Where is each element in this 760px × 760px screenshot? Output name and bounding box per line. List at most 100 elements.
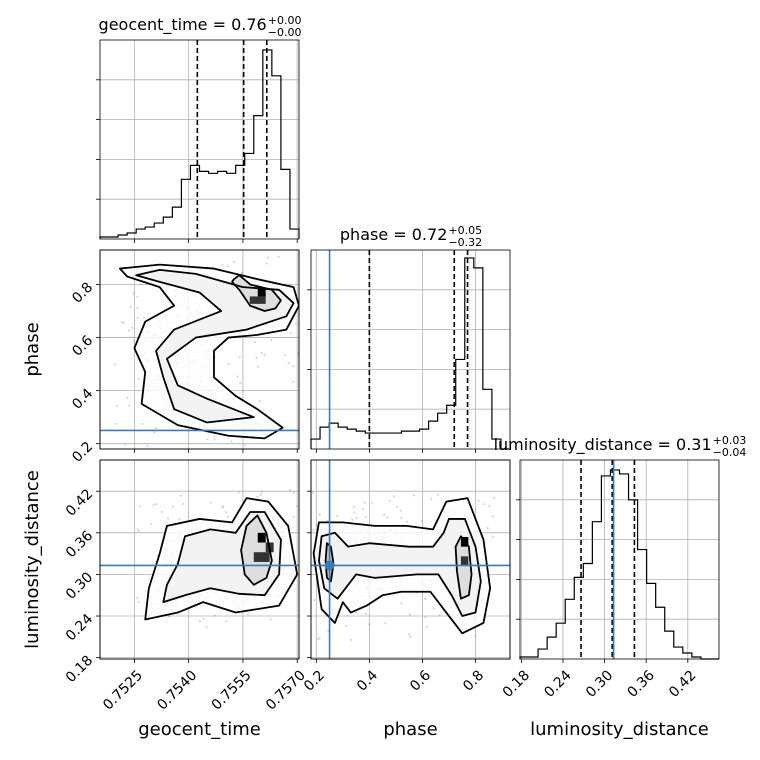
2d-geocent_time_luminosity_distance-content: [100, 489, 306, 629]
2d-phase_luminosity_distance-sample: [318, 513, 321, 516]
2d-phase_luminosity_distance-sample: [426, 625, 429, 628]
hist-panel-luminosity_distance: luminosity_distance = 0.31 +0.03−0.04: [494, 434, 747, 663]
2d-geocent_time_phase-sample: [132, 292, 135, 295]
2d-phase_luminosity_distance-sample: [424, 616, 427, 619]
2d-geocent_time_phase-contour-86%: [135, 269, 295, 424]
2d-phase_luminosity_distance-sample: [336, 514, 339, 518]
2d-phase_luminosity_distance-sample: [311, 491, 315, 495]
2d-geocent_time_phase-sample: [146, 444, 149, 447]
2d-geocent_time_phase-sample: [240, 272, 244, 275]
xtick-label-luminosity_distance-0: 0.18: [500, 667, 533, 700]
2d-phase_luminosity_distance-sample: [438, 614, 441, 617]
2d-geocent_time_phase-sample: [238, 355, 241, 358]
2d-geocent_time_phase-sample: [289, 332, 292, 335]
2d-geocent_time_phase-sample: [213, 438, 216, 441]
2d-phase_luminosity_distance-sample: [409, 635, 412, 638]
2d-geocent_time_phase-content: [100, 255, 302, 447]
2d-geocent_time_phase-sample: [115, 404, 119, 407]
2d-geocent_time_phase-sample: [122, 321, 125, 324]
2d-geocent_time_phase-sample: [258, 400, 261, 403]
title-geocent_time: geocent_time = 0.76 +0.00−0.00: [99, 14, 302, 39]
2d-geocent_time_luminosity_distance-sample: [213, 614, 216, 617]
2d-geocent_time_luminosity_distance-contour-39%: [240, 514, 273, 586]
2d-geocent_time_phase-sample: [242, 389, 245, 392]
2d-phase_luminosity_distance-fill-39%b: [455, 536, 472, 599]
2d-phase_luminosity_distance-sample: [305, 626, 307, 628]
2d-geocent_time_phase-sample: [136, 306, 139, 309]
ylabel-luminosity_distance: luminosity_distance: [22, 470, 43, 649]
ytick-label-luminosity_distance-0: 0.18: [63, 653, 96, 686]
2d-phase_luminosity_distance-sample: [400, 516, 403, 519]
2d-phase_luminosity_distance-contour-86%: [318, 518, 482, 617]
2d-panel-geocent_time_luminosity_distance: [96, 459, 306, 663]
hist-luminosity_distance-frame: [519, 459, 720, 660]
2d-phase_luminosity_distance-sample: [312, 528, 315, 532]
2d-geocent_time_phase-sample: [114, 422, 117, 425]
2d-geocent_time_luminosity_distance-sample: [222, 506, 225, 509]
2d-geocent_time_luminosity_distance-sample: [295, 505, 298, 508]
2d-geocent_time_luminosity_distance-sample: [167, 517, 170, 520]
hist-geocent_time-steps: [99, 49, 300, 239]
ylabel-phase: phase: [22, 322, 43, 376]
title-phase-sup: +0.05: [448, 224, 482, 237]
2d-geocent_time_luminosity_distance-sample: [160, 510, 163, 513]
hist-panel-phase: phase = 0.72 +0.05−0.32: [307, 224, 511, 453]
2d-phase_luminosity_distance-sample: [392, 495, 396, 498]
title-phase: phase = 0.72 +0.05−0.32: [340, 224, 482, 249]
hist-phase-steps: [310, 257, 510, 450]
title-luminosity_distance-sup: +0.03: [713, 434, 747, 447]
2d-phase_luminosity_distance-sample: [486, 527, 489, 530]
2d-geocent_time_phase-sample: [114, 363, 117, 366]
2d-geocent_time_phase-sample: [289, 283, 292, 286]
2d-geocent_time_phase-sample: [260, 352, 263, 355]
2d-panel-geocent_time_phase: [96, 249, 302, 453]
2d-geocent_time_luminosity_distance-sample: [152, 503, 155, 506]
title-phase-main: phase = 0.72: [340, 225, 447, 244]
2d-phase_luminosity_distance-sample: [477, 499, 480, 502]
2d-geocent_time_phase-sample: [263, 354, 266, 357]
2d-geocent_time_phase-sample: [129, 305, 132, 308]
2d-phase_luminosity_distance-sample: [349, 638, 353, 641]
2d-phase_luminosity_distance-sample: [430, 498, 433, 501]
2d-geocent_time_luminosity_distance-sample: [137, 600, 140, 603]
xtick-label-phase-3: 0.8: [460, 667, 487, 694]
ytick-label-phase-1: 0.4: [69, 386, 96, 413]
2d-geocent_time_phase-core-1: [249, 296, 266, 304]
2d-phase_luminosity_distance-sample: [312, 560, 315, 563]
2d-phase_luminosity_distance-sample: [432, 607, 435, 610]
2d-phase_luminosity_distance-sample: [363, 501, 366, 504]
2d-geocent_time_luminosity_distance-sample: [205, 626, 208, 629]
2d-phase_luminosity_distance-sample: [474, 634, 477, 637]
hist-phase-frame: [310, 249, 511, 450]
2d-geocent_time_phase-sample: [127, 329, 130, 332]
2d-geocent_time_phase-sample: [226, 265, 229, 268]
2d-geocent_time_phase-sample: [124, 443, 127, 446]
xtick-label-phase-2: 0.6: [407, 667, 434, 694]
2d-phase_luminosity_distance-sample: [396, 505, 399, 509]
2d-phase_luminosity_distance-sample: [400, 602, 403, 605]
title-luminosity_distance-main: luminosity_distance = 0.31: [494, 435, 712, 455]
2d-geocent_time_luminosity_distance-sample: [300, 571, 302, 573]
xtick-label-geocent_time-0: 0.7525: [100, 667, 146, 713]
2d-geocent_time_phase-sample: [132, 340, 136, 343]
2d-geocent_time_phase-sample: [239, 382, 242, 385]
2d-geocent_time_luminosity_distance-core-0: [257, 532, 266, 543]
2d-geocent_time_luminosity_distance-sample: [178, 517, 181, 521]
2d-geocent_time_luminosity_distance-sample: [293, 491, 296, 494]
2d-phase_luminosity_distance-core-1: [460, 556, 469, 567]
title-luminosity_distance-sub: −0.04: [713, 446, 747, 459]
2d-phase_luminosity_distance-sample: [408, 633, 411, 636]
2d-phase_luminosity_distance-sample: [306, 554, 308, 556]
2d-phase_luminosity_distance-sample: [491, 535, 494, 538]
2d-geocent_time_luminosity_distance-sample: [246, 613, 250, 616]
2d-phase_luminosity_distance-sample: [364, 515, 367, 519]
2d-geocent_time_phase-sample: [300, 315, 302, 317]
2d-phase_luminosity_distance-sample: [491, 515, 494, 518]
2d-phase_luminosity_distance-sample: [368, 623, 371, 626]
2d-phase_luminosity_distance-sample: [306, 627, 308, 629]
2d-geocent_time_luminosity_distance-sample: [180, 494, 183, 497]
xtick-label-phase-0: 0.2: [301, 667, 328, 694]
2d-geocent_time_luminosity_distance-sample: [304, 505, 306, 507]
2d-phase_luminosity_distance-sample: [406, 520, 409, 523]
2d-phase_luminosity_distance-sample: [424, 597, 427, 600]
